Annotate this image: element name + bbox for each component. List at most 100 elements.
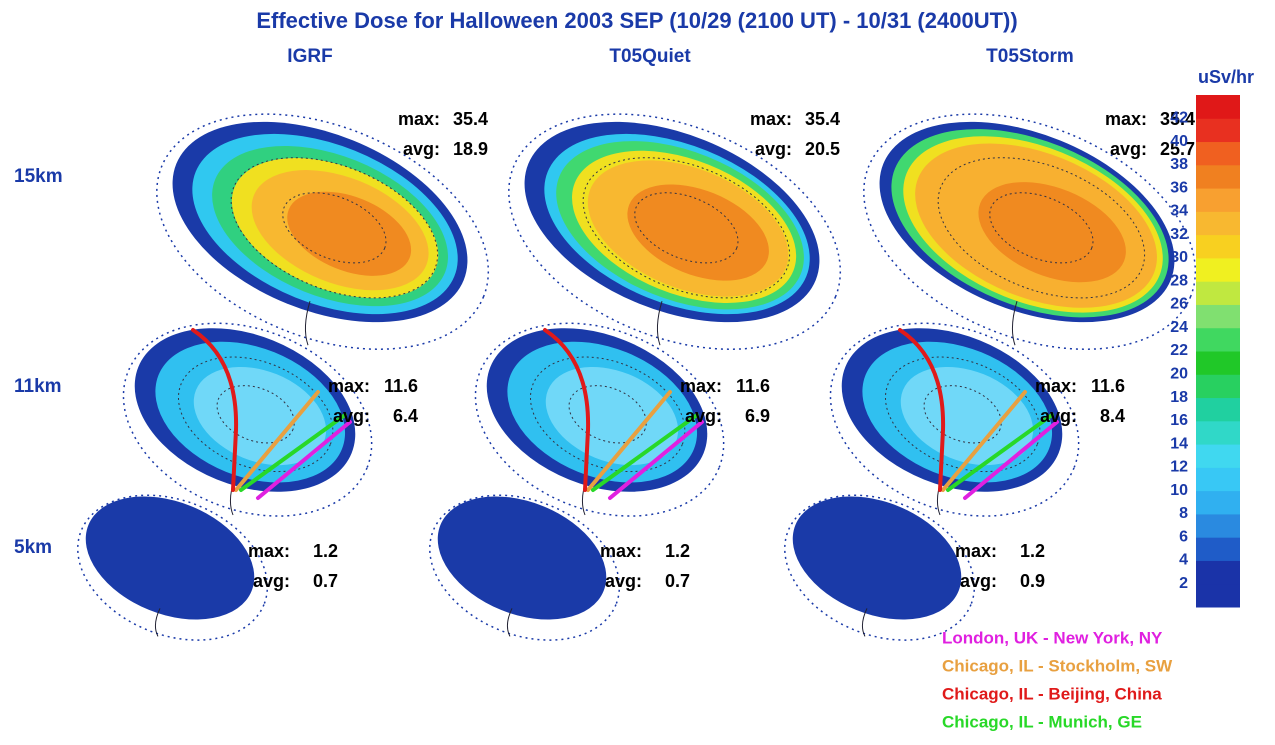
colorbar-band [1196, 95, 1240, 119]
latitude-line [568, 385, 647, 444]
dose-region [437, 496, 607, 620]
stat-label: max: [680, 376, 722, 396]
colorbar-band [1196, 118, 1240, 143]
map-panel [829, 322, 1080, 517]
legend-entry: Chicago, IL - Munich, GE [942, 712, 1142, 731]
colorbar-band [1196, 560, 1240, 585]
map-boundary [508, 113, 842, 350]
map-panel [77, 494, 269, 641]
flight-route [963, 420, 1059, 500]
colorbar-tick-label: 22 [1170, 342, 1188, 359]
map-panel [122, 322, 373, 517]
stat-label: max: [955, 541, 997, 561]
stat-value: 0.7 [665, 571, 690, 591]
stat-value: 0.7 [313, 571, 338, 591]
flight-route [941, 390, 1027, 492]
stat-label: max: [600, 541, 642, 561]
colorbar-band [1196, 304, 1240, 329]
stat-value: 35.4 [1160, 109, 1195, 129]
map-boundary [863, 113, 1197, 350]
legend-entry: London, UK - New York, NY [942, 628, 1163, 647]
flight-route [608, 420, 704, 500]
colorbar-tick-label: 36 [1170, 179, 1188, 196]
stat-label: avg: [403, 139, 440, 159]
stat-label: max: [398, 109, 440, 129]
map-panel [508, 113, 842, 350]
colorbar-tick-label: 40 [1170, 133, 1188, 150]
coastline [506, 608, 513, 637]
stat-label: max: [1035, 376, 1077, 396]
coastline [304, 301, 311, 346]
column-header: IGRF [287, 46, 332, 67]
colorbar-band [1196, 281, 1240, 305]
stat-value: 25.7 [1160, 139, 1195, 159]
latitude-line [282, 192, 387, 264]
map-boundary [156, 113, 490, 350]
colorbar-band [1196, 327, 1240, 352]
flight-route [586, 390, 672, 492]
latitude-line [216, 385, 295, 444]
dose-region [978, 182, 1126, 283]
stat-value: 6.9 [745, 406, 770, 426]
row-label: 11km [14, 376, 62, 397]
colorbar-tick-label: 18 [1170, 389, 1188, 406]
dose-region [900, 366, 1034, 466]
stat-label: avg: [755, 139, 792, 159]
stat-value: 11.6 [1091, 376, 1125, 396]
colorbar-tick-label: 16 [1170, 412, 1188, 429]
dose-region [627, 184, 769, 281]
colorbar-tick-label: 6 [1179, 528, 1188, 545]
stat-value: 35.4 [453, 109, 488, 129]
dose-region [792, 496, 962, 620]
stat-value: 0.9 [1020, 571, 1045, 591]
colorbar-band [1196, 351, 1240, 375]
stat-label: avg: [333, 406, 370, 426]
colorbar-tick-label: 12 [1170, 459, 1188, 476]
colorbar-tick-label: 14 [1170, 435, 1188, 452]
colorbar-band [1196, 164, 1240, 189]
stat-value: 1.2 [665, 541, 690, 561]
legend-entry: Chicago, IL - Stockholm, SW [942, 656, 1173, 675]
colorbar-tick-label: 42 [1170, 109, 1188, 126]
stat-value: 11.6 [736, 376, 770, 396]
coastline [154, 608, 161, 637]
colorbar-band [1196, 211, 1240, 236]
dose-region [545, 366, 679, 466]
legend-entry: Chicago, IL - Beijing, China [942, 684, 1162, 703]
stat-label: avg: [960, 571, 997, 591]
map-panel [429, 494, 621, 641]
stat-label: avg: [1040, 406, 1077, 426]
stat-value: 8.4 [1100, 406, 1125, 426]
row-label: 5km [14, 537, 52, 558]
colorbar-tick-label: 4 [1179, 552, 1188, 569]
flight-route [256, 420, 352, 500]
title: Effective Dose for Halloween 2003 SEP (1… [256, 8, 1017, 33]
colorbar-band [1196, 444, 1240, 468]
row-label: 15km [14, 166, 63, 187]
flight-route [239, 413, 347, 492]
map-panel [156, 113, 490, 350]
stat-label: avg: [605, 571, 642, 591]
flight-route [234, 390, 320, 492]
colorbar-tick-label: 32 [1170, 226, 1188, 243]
colorbar-tick-label: 26 [1170, 296, 1188, 313]
dose-region [287, 191, 412, 276]
map-boundary [829, 322, 1080, 517]
colorbar-tick-label: 24 [1170, 319, 1188, 336]
flight-route [191, 328, 239, 492]
column-header: T05Quiet [609, 46, 691, 67]
colorbar-band [1196, 188, 1240, 212]
stat-label: max: [248, 541, 290, 561]
colorbar-tick-label: 10 [1170, 482, 1188, 499]
colorbar-band [1196, 490, 1240, 515]
column-header: T05Storm [986, 46, 1074, 67]
stat-value: 11.6 [384, 376, 418, 396]
stat-value: 1.2 [1020, 541, 1045, 561]
coastline [656, 301, 663, 346]
stat-value: 35.4 [805, 109, 840, 129]
colorbar-tick-label: 8 [1179, 505, 1188, 522]
stat-label: max: [328, 376, 370, 396]
colorbar-band [1196, 257, 1240, 282]
flight-route [591, 413, 699, 492]
